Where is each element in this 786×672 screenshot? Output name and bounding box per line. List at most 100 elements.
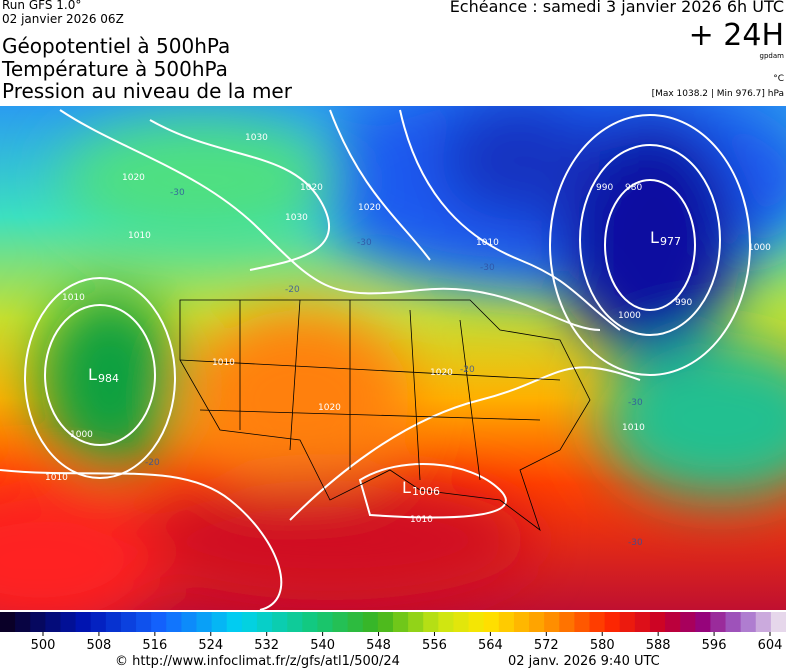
color-swatch (241, 612, 258, 632)
isobar-label: 1020 (122, 173, 145, 183)
low-marker: L (88, 365, 97, 384)
color-swatch (75, 612, 92, 632)
isobar-label: 1030 (245, 133, 268, 143)
isobar-label: 1000 (600, 93, 623, 103)
colorbar-label: 556 (422, 638, 447, 653)
title-1: Géopotentiel à 500hPa (2, 34, 231, 58)
colorbar-label: 500 (31, 638, 56, 653)
color-swatch (151, 612, 167, 632)
color-swatch (680, 612, 696, 632)
isobar-label: 1010 (128, 231, 151, 241)
low-pressure: 977 (660, 235, 681, 248)
color-swatch (695, 612, 711, 632)
isobar-label: 1000 (748, 243, 771, 253)
color-swatch (393, 612, 409, 632)
color-swatch (256, 612, 273, 632)
color-swatch (770, 612, 786, 632)
colorbar-label: 564 (478, 638, 503, 653)
color-swatch (317, 612, 334, 632)
title-3: Pression au niveau de la mer (2, 79, 292, 103)
color-swatch (362, 612, 379, 632)
low-marker: L (650, 228, 659, 247)
color-swatch (468, 612, 485, 632)
colorbar-label: 588 (646, 638, 671, 653)
isobar-label: 1000 (70, 430, 93, 440)
color-swatch (347, 612, 364, 632)
colorbar-label: 508 (87, 638, 112, 653)
isobar-label: 1010 (45, 473, 68, 483)
colorbar-label: 540 (310, 638, 335, 653)
color-swatch (15, 612, 31, 632)
color-swatch (438, 612, 454, 632)
isobar-label: 1010 (62, 293, 85, 303)
low-pressure: 1006 (412, 485, 440, 498)
temperature-label: -20 (460, 365, 475, 375)
color-swatch (302, 612, 318, 632)
temperature-label: -30 (480, 263, 495, 273)
color-swatch (634, 612, 651, 632)
colorbar-label: 524 (198, 638, 223, 653)
isobar-label: 1010 (212, 358, 235, 368)
color-swatch (408, 612, 424, 632)
color-swatch (377, 612, 394, 632)
low-pressure: 984 (98, 372, 119, 385)
isobar-label: 1020 (300, 183, 323, 193)
color-swatch (423, 612, 439, 632)
color-swatch (649, 612, 666, 632)
color-swatch (483, 612, 500, 632)
temperature-label: -30 (628, 398, 643, 408)
color-swatch (166, 612, 182, 632)
isobar-label: 1020 (318, 403, 341, 413)
colorbar-label: 548 (366, 638, 391, 653)
color-swatch (665, 612, 681, 632)
color-swatch (196, 612, 213, 632)
colorbar-label: 532 (254, 638, 279, 653)
lead-time: + 24H (688, 18, 784, 53)
colorbar-label: 604 (758, 638, 783, 653)
temperature-label: -20 (285, 285, 300, 295)
low-marker: L (402, 478, 411, 497)
colorbar: 500 508 516 524 532 540 548 556 564 572 580 588 596 6… (0, 612, 786, 653)
isobar-label: 1010 (476, 238, 499, 248)
issue-time: 02 janv. 2026 9:40 UTC (508, 654, 660, 669)
isobar-label: 1010 (410, 515, 433, 525)
isobar-label: 1020 (430, 368, 453, 378)
color-swatch (755, 612, 772, 632)
color-swatch (181, 612, 197, 632)
isobar-label: 1020 (358, 203, 381, 213)
color-swatch (272, 612, 288, 632)
color-swatch (740, 612, 757, 632)
color-swatch (136, 612, 152, 632)
field (0, 106, 786, 610)
pressure-range: [Max 1038.2 | Min 976.7] hPa (651, 89, 784, 99)
color-swatch (529, 612, 545, 632)
color-swatch (574, 612, 590, 632)
isobar-label: 990 (596, 183, 613, 193)
echeance: Echéance : samedi 3 janvier 2026 6h UTC (449, 0, 784, 16)
color-swatch (90, 612, 107, 632)
color-swatch (0, 612, 16, 632)
color-swatch (619, 612, 636, 632)
color-swatch (589, 612, 606, 632)
color-swatch (498, 612, 515, 632)
color-swatch (453, 612, 470, 632)
color-swatch (513, 612, 530, 632)
isobar-label: 1030 (285, 213, 308, 223)
temperature-label: -20 (145, 458, 160, 468)
color-swatch (559, 612, 575, 632)
color-swatch (60, 612, 77, 632)
title-2: Température à 500hPa (2, 57, 228, 81)
colorbar-label: 516 (142, 638, 167, 653)
color-swatch (604, 612, 621, 632)
source-url: © http://www.infoclimat.fr/z/gfs/atl1/50… (115, 654, 400, 669)
colorbar-label: 572 (534, 638, 559, 653)
color-swatch (287, 612, 303, 632)
color-swatch (226, 612, 243, 632)
color-swatch (211, 612, 228, 632)
color-swatch (725, 612, 742, 632)
isobar-label: 980 (625, 183, 642, 193)
color-swatch (120, 612, 137, 632)
